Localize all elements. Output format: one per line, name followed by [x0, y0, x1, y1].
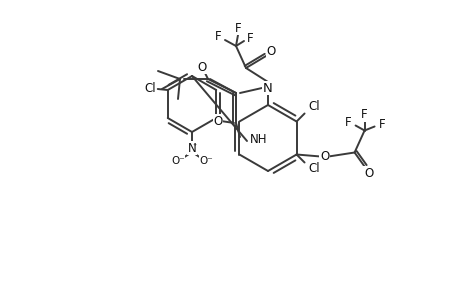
Text: O: O	[363, 167, 372, 180]
Text: F: F	[214, 29, 221, 43]
Text: F: F	[234, 22, 241, 34]
Text: Cl: Cl	[308, 162, 320, 175]
Text: O: O	[266, 44, 275, 58]
Text: Cl: Cl	[144, 82, 155, 94]
Text: O: O	[319, 150, 329, 163]
Text: O⁻: O⁻	[171, 156, 185, 166]
Text: O: O	[213, 115, 222, 128]
Text: N: N	[187, 142, 196, 154]
Text: ⁺: ⁺	[192, 142, 196, 151]
Text: O⁻: O⁻	[199, 156, 213, 166]
Text: Cl: Cl	[308, 100, 320, 113]
Text: NH: NH	[249, 133, 267, 146]
Text: F: F	[360, 108, 367, 121]
Text: F: F	[246, 32, 253, 44]
Text: F: F	[345, 116, 351, 129]
Text: N: N	[263, 82, 272, 94]
Text: O: O	[197, 61, 206, 74]
Text: F: F	[378, 118, 385, 131]
